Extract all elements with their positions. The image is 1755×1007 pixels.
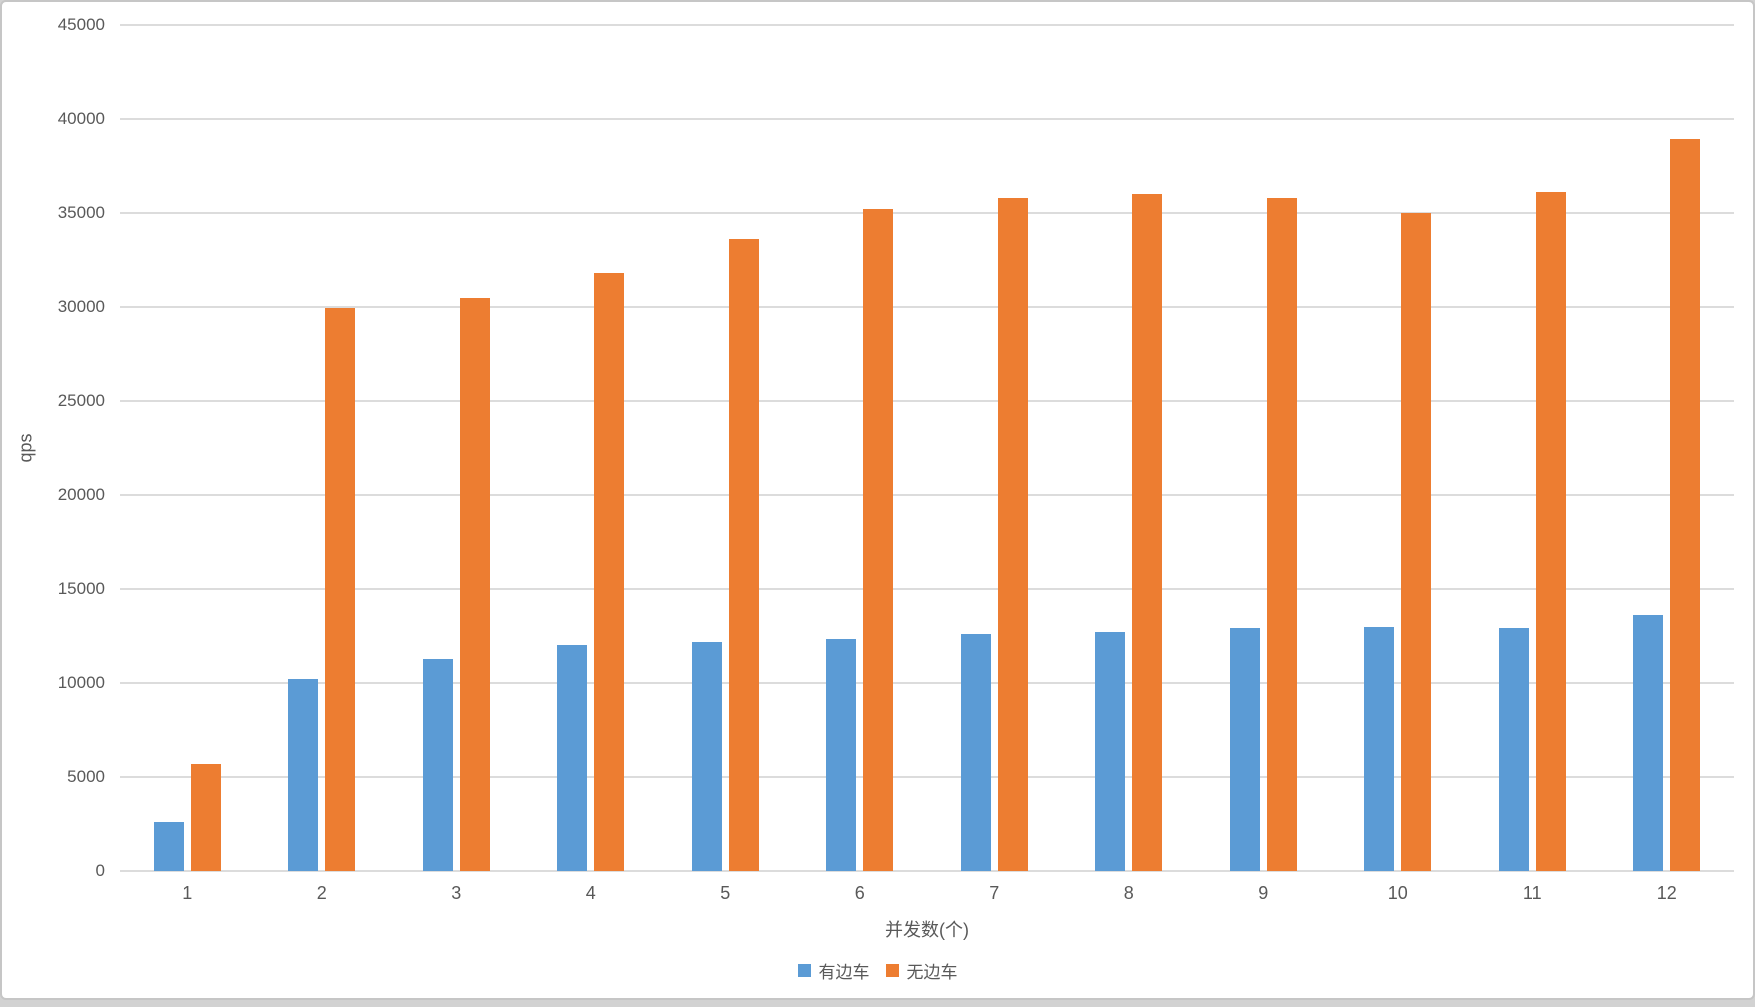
x-tick-label-3: 3 xyxy=(451,883,462,903)
bar-s2-c4 xyxy=(594,273,625,871)
legend-item-s2: 无边车 xyxy=(885,958,958,983)
bar-s1-c4 xyxy=(557,645,588,871)
bar-s2-c6 xyxy=(863,209,894,871)
y-tick-label-40000: 40000 xyxy=(57,109,105,128)
bar-s1-c5 xyxy=(691,642,722,871)
bar-group-8 xyxy=(1062,25,1197,871)
x-tick-label-8: 8 xyxy=(1123,883,1134,903)
legend-label: 有边车 xyxy=(818,963,870,982)
bar-s2-c2 xyxy=(325,308,356,871)
gridline-0 xyxy=(120,870,1734,872)
bar-s1-c8 xyxy=(1095,632,1126,871)
x-tick-label-10: 10 xyxy=(1387,883,1408,903)
gridline-25000 xyxy=(120,400,1734,402)
bar-s2-c5 xyxy=(728,239,759,871)
x-tick-label-4: 4 xyxy=(585,883,596,903)
bar-s2-c1 xyxy=(190,764,221,871)
bar-s1-c3 xyxy=(422,659,453,871)
x-tick-label-6: 6 xyxy=(854,883,865,903)
x-tick-label-9: 9 xyxy=(1258,883,1269,903)
x-tick-label-7: 7 xyxy=(989,883,1000,903)
bar-s2-c3 xyxy=(459,298,490,871)
x-tick-label-2: 2 xyxy=(316,883,327,903)
y-tick-label-25000: 25000 xyxy=(57,391,105,410)
bar-s2-c11 xyxy=(1535,192,1566,871)
gridline-30000 xyxy=(120,306,1734,308)
bar-group-6 xyxy=(793,25,928,871)
bar-s2-c10 xyxy=(1401,213,1432,871)
bar-s1-c9 xyxy=(1229,628,1260,871)
bar-s2-c12 xyxy=(1670,139,1701,871)
legend: 有边车 无边车 xyxy=(2,958,1753,983)
bar-groups xyxy=(120,25,1734,871)
x-axis-title: 并发数(个) xyxy=(885,920,969,940)
bar-group-7 xyxy=(927,25,1062,871)
bar-group-10 xyxy=(1331,25,1466,871)
gridline-35000 xyxy=(120,212,1734,214)
y-axis-title: qps xyxy=(15,433,36,463)
legend-label: 无边车 xyxy=(906,963,958,982)
bar-s1-c6 xyxy=(826,639,857,871)
bar-s1-c1 xyxy=(153,822,184,871)
bar-group-9 xyxy=(1196,25,1331,871)
gridline-10000 xyxy=(120,682,1734,684)
bar-s2-c8 xyxy=(1132,194,1163,871)
bar-group-3 xyxy=(389,25,524,871)
y-tick-label-0: 0 xyxy=(95,861,105,880)
bar-s1-c7 xyxy=(960,634,991,871)
bar-s1-c11 xyxy=(1498,628,1529,871)
y-tick-label-10000: 10000 xyxy=(57,673,105,692)
legend-item-s1: 有边车 xyxy=(797,958,870,983)
x-tick-label-5: 5 xyxy=(720,883,731,903)
gridline-40000 xyxy=(120,118,1734,120)
y-tick-label-20000: 20000 xyxy=(57,485,105,504)
bar-group-12 xyxy=(1600,25,1735,871)
y-tick-label-30000: 30000 xyxy=(57,297,105,316)
y-tick-label-45000: 45000 xyxy=(57,15,105,34)
y-tick-label-35000: 35000 xyxy=(57,203,105,222)
bar-s2-c9 xyxy=(1266,198,1297,871)
legend-swatch-icon xyxy=(797,964,811,977)
gridline-5000 xyxy=(120,776,1734,778)
bar-s2-c7 xyxy=(997,198,1028,871)
x-tick-label-1: 1 xyxy=(182,883,193,903)
bar-group-11 xyxy=(1465,25,1600,871)
bar-group-2 xyxy=(255,25,390,871)
x-tick-label-12: 12 xyxy=(1656,883,1677,903)
bar-group-1 xyxy=(120,25,255,871)
bar-s1-c10 xyxy=(1364,627,1395,871)
legend-swatch-icon xyxy=(885,964,899,977)
bar-group-5 xyxy=(658,25,793,871)
bar-s1-c2 xyxy=(288,679,319,871)
gridline-20000 xyxy=(120,494,1734,496)
plot-area xyxy=(120,24,1734,872)
x-tick-label-11: 11 xyxy=(1522,883,1542,903)
x-axis-tick-labels: 1 2 3 4 5 6 7 8 9 10 11 12 xyxy=(120,883,1734,904)
bar-group-4 xyxy=(524,25,659,871)
gridline-15000 xyxy=(120,588,1734,590)
gridline-45000 xyxy=(120,24,1734,26)
bar-s1-c12 xyxy=(1633,615,1664,871)
y-tick-label-5000: 5000 xyxy=(67,767,105,786)
y-tick-label-15000: 15000 xyxy=(57,579,105,598)
